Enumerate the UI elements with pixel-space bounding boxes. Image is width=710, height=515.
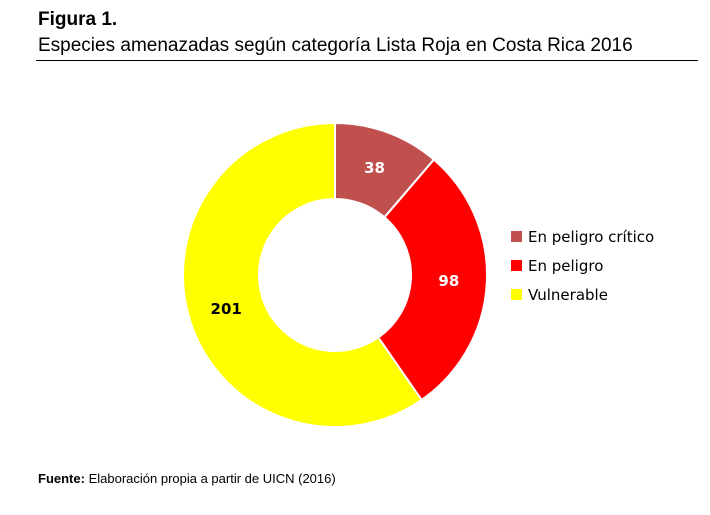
figure-title: Especies amenazadas según categoría List… [38, 35, 633, 56]
legend-swatch [511, 231, 522, 242]
legend-swatch [511, 260, 522, 271]
donut-slice-en-peligro [376, 158, 488, 402]
legend-item-en-peligro-critico: En peligro crítico [511, 222, 654, 251]
data-label-en-peligro: 98 [438, 272, 459, 290]
data-label-vulnerable: 201 [211, 300, 242, 318]
donut-slice-vulnerable [182, 121, 423, 428]
legend-label: En peligro crítico [528, 227, 655, 246]
source-label: Fuente: [38, 471, 85, 486]
source-note: Fuente: Elaboración propia a partir de U… [38, 471, 336, 487]
chart-legend: En peligro crítico En peligro Vulnerable [511, 222, 654, 309]
donut-data-labels: 38 98 201 [211, 159, 460, 318]
legend-label: En peligro [528, 256, 604, 275]
figure-label: Figura 1. [38, 9, 118, 30]
data-label-en-peligro-critico: 38 [364, 159, 385, 177]
legend-item-en-peligro: En peligro [511, 251, 654, 280]
source-text: Elaboración propia a partir de UICN (201… [84, 471, 336, 486]
title-divider [36, 60, 698, 61]
legend-item-vulnerable: Vulnerable [511, 280, 654, 309]
legend-label: Vulnerable [528, 285, 608, 304]
legend-swatch [511, 289, 522, 300]
donut-slices [182, 121, 488, 428]
